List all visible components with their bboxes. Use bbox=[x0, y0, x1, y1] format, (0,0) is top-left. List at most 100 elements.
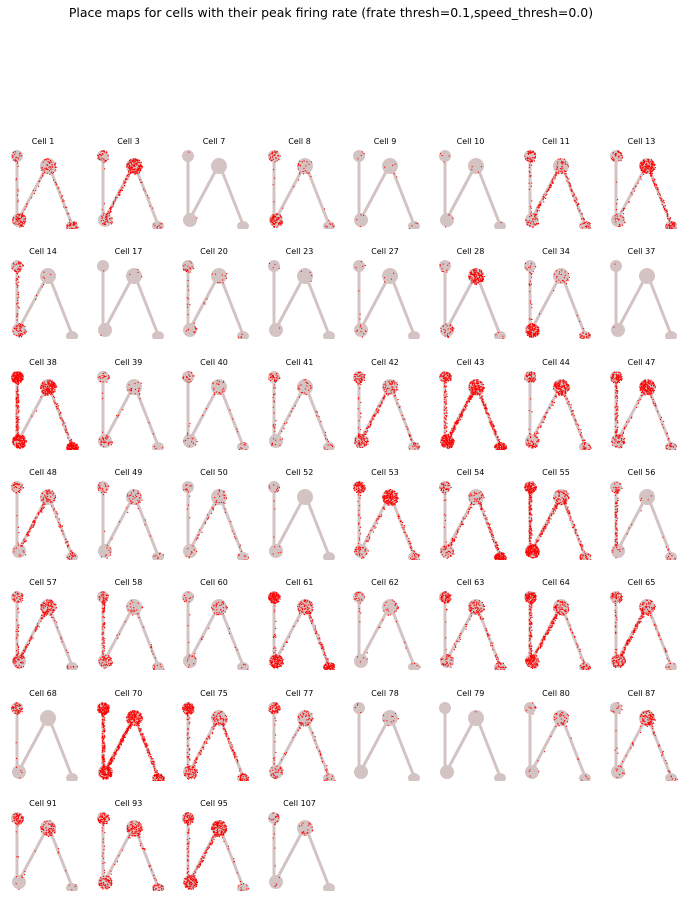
spike-point bbox=[21, 215, 23, 217]
spike-point bbox=[440, 443, 442, 445]
spike-point bbox=[548, 406, 551, 408]
spike-point bbox=[103, 375, 105, 377]
spike-point bbox=[556, 172, 558, 174]
spike-point bbox=[448, 377, 450, 379]
spike-point bbox=[574, 199, 576, 201]
spike-point bbox=[53, 383, 55, 385]
spike-point bbox=[99, 153, 101, 155]
spike-point bbox=[272, 393, 274, 395]
spike-point bbox=[75, 446, 78, 448]
spike-point bbox=[616, 397, 618, 399]
spike-point bbox=[300, 271, 302, 273]
spike-point bbox=[129, 161, 131, 163]
spike-point bbox=[17, 420, 19, 422]
spike-point bbox=[656, 188, 658, 190]
spike-point bbox=[73, 442, 75, 444]
spike-point bbox=[49, 390, 51, 392]
spike-point bbox=[388, 381, 390, 383]
spike-point bbox=[17, 223, 19, 225]
spike-point bbox=[17, 302, 19, 304]
spike-point bbox=[15, 159, 17, 161]
spike-point bbox=[353, 379, 355, 381]
spike-point bbox=[531, 444, 533, 446]
spike-point bbox=[117, 414, 119, 416]
spike-point bbox=[358, 442, 361, 444]
spike-point bbox=[530, 335, 532, 337]
spike-point bbox=[24, 330, 26, 332]
spike-point bbox=[528, 188, 530, 190]
spike-point bbox=[274, 439, 276, 441]
spike-point bbox=[363, 376, 365, 378]
spike-point bbox=[443, 390, 445, 392]
spike-point bbox=[67, 447, 69, 449]
spike-point bbox=[112, 205, 114, 207]
spike-point bbox=[15, 263, 18, 265]
spike-point bbox=[71, 227, 73, 229]
spike-point bbox=[187, 285, 189, 287]
spike-point bbox=[443, 332, 445, 334]
spike-point bbox=[107, 211, 109, 213]
spike-point bbox=[478, 387, 480, 389]
spike-point bbox=[66, 431, 68, 433]
spike-point bbox=[16, 407, 18, 410]
spike-point bbox=[46, 158, 48, 160]
spike-point bbox=[588, 335, 590, 337]
spike-point bbox=[137, 390, 139, 392]
spike-point bbox=[476, 273, 478, 275]
spike-point bbox=[554, 395, 556, 397]
spike-point bbox=[480, 271, 482, 273]
spike-point bbox=[15, 160, 17, 162]
place-map-panel: Cell 27 bbox=[350, 247, 435, 357]
spike-point bbox=[616, 415, 618, 417]
spike-point bbox=[580, 223, 582, 226]
spike-point bbox=[17, 428, 19, 430]
spike-point bbox=[281, 222, 283, 224]
spike-point bbox=[534, 331, 537, 334]
spike-point bbox=[274, 419, 277, 421]
spike-point bbox=[566, 386, 568, 388]
spike-point bbox=[443, 434, 445, 436]
spike-point bbox=[498, 440, 500, 442]
spike-point bbox=[532, 226, 534, 229]
spike-point bbox=[417, 447, 419, 449]
spike-point bbox=[22, 212, 24, 214]
spike-point bbox=[12, 372, 14, 374]
spike-point bbox=[478, 389, 480, 391]
spike-point bbox=[69, 445, 72, 447]
spike-point bbox=[499, 443, 501, 445]
spike-point bbox=[130, 387, 132, 389]
spike-point bbox=[589, 445, 591, 447]
spike-point bbox=[278, 327, 280, 329]
spike-point bbox=[140, 382, 142, 384]
spike-point bbox=[19, 330, 21, 332]
spike-point bbox=[116, 197, 118, 199]
panel-title: Cell 10 bbox=[456, 137, 485, 146]
spike-point bbox=[186, 270, 188, 272]
spike-point bbox=[106, 436, 108, 438]
spike-point bbox=[102, 270, 104, 272]
spike-point bbox=[75, 448, 77, 450]
spike-point bbox=[614, 153, 616, 156]
spike-point bbox=[445, 406, 447, 408]
spike-point bbox=[496, 444, 499, 446]
spike-point bbox=[273, 214, 276, 216]
spike-point bbox=[273, 153, 275, 156]
spike-point bbox=[493, 425, 495, 427]
spike-point bbox=[133, 159, 135, 161]
spike-point bbox=[443, 443, 446, 446]
spike-point bbox=[556, 277, 558, 279]
spike-point bbox=[18, 393, 20, 396]
spike-point bbox=[529, 300, 531, 302]
spike-point bbox=[101, 380, 104, 382]
spike-point bbox=[16, 443, 18, 445]
spike-point bbox=[617, 152, 619, 154]
spike-point bbox=[105, 441, 107, 443]
spike-point bbox=[555, 175, 557, 177]
spike-point bbox=[446, 439, 448, 441]
spike-point bbox=[16, 371, 18, 373]
spike-point bbox=[472, 379, 474, 381]
spike-point bbox=[15, 397, 17, 399]
spike-point bbox=[531, 276, 533, 279]
spike-point bbox=[359, 387, 361, 389]
